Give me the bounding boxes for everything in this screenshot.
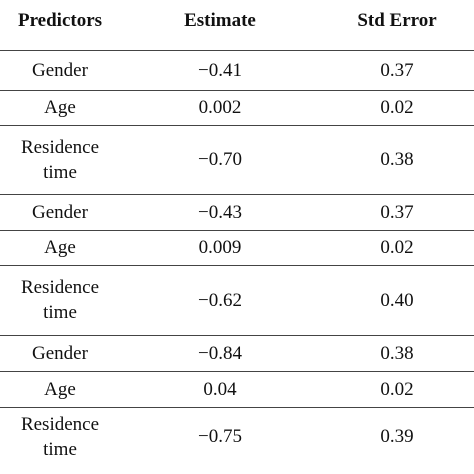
table-cell: −0.62 bbox=[120, 265, 320, 336]
table-cell: 0.02 bbox=[320, 230, 474, 266]
table-cell: 0.02 bbox=[320, 90, 474, 126]
table-cell: 0.38 bbox=[320, 125, 474, 195]
table-cell: 0.02 bbox=[320, 371, 474, 408]
table-cell: 0.39 bbox=[380, 426, 414, 448]
table-cell: 0.04 bbox=[120, 371, 320, 408]
table-cell: 0.38 bbox=[320, 335, 474, 372]
table-cell: 0.37 bbox=[320, 194, 474, 231]
table-body: Gender −0.41 0.37 Age 0.002 0.02 Residence tim… bbox=[0, 50, 474, 466]
table-cell: Age bbox=[0, 230, 120, 266]
table-cell: Gender bbox=[0, 335, 120, 372]
table-row: Residence time −0.75 0.39 bbox=[0, 407, 474, 466]
table-row: Gender −0.84 0.38 bbox=[0, 335, 474, 372]
table-cell: −0.41 bbox=[120, 50, 320, 91]
table-row: Age 0.04 0.02 bbox=[0, 371, 474, 408]
table-cell: −0.84 bbox=[120, 335, 320, 372]
table-cell: Age bbox=[0, 90, 120, 126]
table-header: Predictors Estimate Std Error bbox=[0, 0, 474, 51]
table-row: Age 0.009 0.02 bbox=[0, 230, 474, 266]
table-cell: 0.009 bbox=[120, 230, 320, 266]
header-cell: Predictors bbox=[0, 0, 120, 51]
table-cell: Residence time bbox=[0, 125, 120, 195]
header-cell: Std Error bbox=[320, 0, 474, 51]
table-row: Gender −0.41 0.37 bbox=[0, 50, 474, 91]
header-cell: Estimate bbox=[120, 0, 320, 51]
table-cell: Residence time bbox=[20, 413, 100, 460]
table-cell: 0.002 bbox=[120, 90, 320, 126]
table-cell: Residence time bbox=[0, 265, 120, 336]
table-cell: −0.43 bbox=[120, 194, 320, 231]
table-cell: −0.75 bbox=[198, 426, 242, 448]
table-row: Residence time −0.70 0.38 bbox=[0, 125, 474, 195]
table-row: Age 0.002 0.02 bbox=[0, 90, 474, 126]
table-cell: Gender bbox=[0, 194, 120, 231]
table-row: Residence time −0.62 0.40 bbox=[0, 265, 474, 336]
header-row: Predictors Estimate Std Error bbox=[0, 0, 474, 51]
table-row: Gender −0.43 0.37 bbox=[0, 194, 474, 231]
table-cell: Age bbox=[0, 371, 120, 408]
table-cell: 0.40 bbox=[320, 265, 474, 336]
table-cell: 0.37 bbox=[320, 50, 474, 91]
table-cell: −0.70 bbox=[120, 125, 320, 195]
table-cell: Gender bbox=[0, 50, 120, 91]
